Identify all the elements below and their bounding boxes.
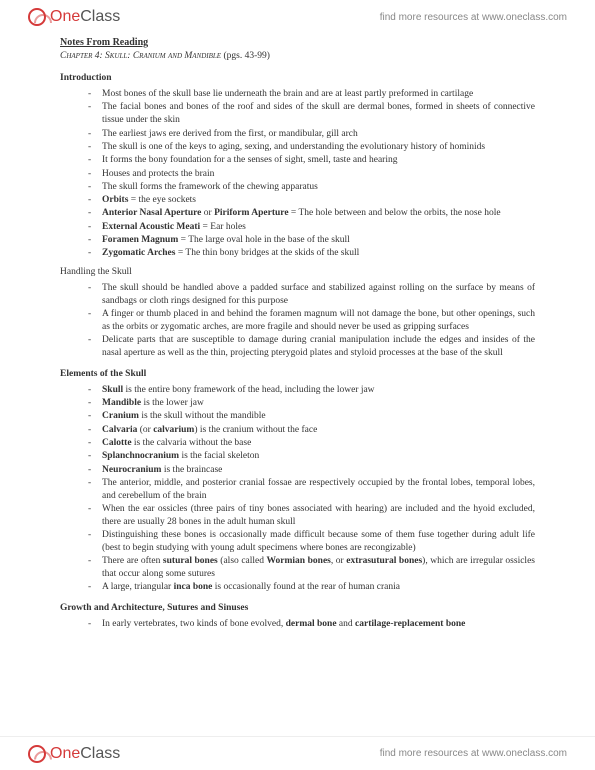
chapter-line: Chapter 4: Skull: Cranium and Mandible (… [60, 50, 535, 63]
list-item: It forms the bony foundation for a the s… [88, 154, 535, 167]
list-item: Calvaria (or calvarium) is the cranium w… [88, 424, 535, 437]
list-item: Neurocranium is the braincase [88, 464, 535, 477]
list-item: Distinguishing these bones is occasional… [88, 529, 535, 555]
logo-icon [28, 8, 46, 26]
list-item: Mandible is the lower jaw [88, 397, 535, 410]
list-item: There are often sutural bones (also call… [88, 555, 535, 581]
list-item: A finger or thumb placed in and behind t… [88, 308, 535, 334]
logo-part1: One [50, 745, 80, 762]
chapter-pages: (pgs. 43-99) [223, 51, 269, 61]
list-item: The anterior, middle, and posterior cran… [88, 477, 535, 503]
list-item: The skull is one of the keys to aging, s… [88, 141, 535, 154]
brand-logo[interactable]: OneClass [28, 8, 120, 26]
list-item: In early vertebrates, two kinds of bone … [88, 618, 535, 631]
page-header: OneClass find more resources at www.onec… [0, 0, 595, 34]
logo-part2: Class [80, 745, 120, 762]
list-item: Anterior Nasal Aperture or Piriform Aper… [88, 207, 535, 220]
section-heading-growth: Growth and Architecture, Sutures and Sin… [60, 602, 535, 615]
page-footer: OneClass find more resources at www.onec… [0, 736, 595, 770]
growth-list: In early vertebrates, two kinds of bone … [60, 618, 535, 631]
section-heading-handling: Handling the Skull [60, 266, 535, 279]
chapter-label: Chapter 4: Skull: Cranium and Mandible [60, 51, 221, 61]
logo-text: OneClass [50, 745, 120, 763]
list-item: A large, triangular inca bone is occasio… [88, 581, 535, 594]
list-item: Delicate parts that are susceptible to d… [88, 334, 535, 360]
list-item: The skull should be handled above a padd… [88, 282, 535, 308]
list-item: The earliest jaws ere derived from the f… [88, 128, 535, 141]
brand-logo-footer[interactable]: OneClass [28, 745, 120, 763]
list-item: Orbits = the eye sockets [88, 194, 535, 207]
intro-list: Most bones of the skull base lie underne… [60, 88, 535, 260]
handling-list: The skull should be handled above a padd… [60, 282, 535, 360]
logo-text: OneClass [50, 8, 120, 26]
list-item: When the ear ossicles (three pairs of ti… [88, 503, 535, 529]
list-item: Skull is the entire bony framework of th… [88, 384, 535, 397]
list-item: Cranium is the skull without the mandibl… [88, 410, 535, 423]
list-item: Houses and protects the brain [88, 168, 535, 181]
list-item: The skull forms the framework of the che… [88, 181, 535, 194]
resources-link-footer[interactable]: find more resources at www.oneclass.com [380, 748, 567, 759]
list-item: External Acoustic Meati = Ear holes [88, 221, 535, 234]
resources-link[interactable]: find more resources at www.oneclass.com [380, 12, 567, 23]
list-item: Zygomatic Arches = The thin bony bridges… [88, 247, 535, 260]
list-item: Calotte is the calvaria without the base [88, 437, 535, 450]
section-heading-elements: Elements of the Skull [60, 368, 535, 381]
list-item: Most bones of the skull base lie underne… [88, 88, 535, 101]
section-heading-introduction: Introduction [60, 72, 535, 85]
logo-part2: Class [80, 8, 120, 25]
list-item: Foramen Magnum = The large oval hole in … [88, 234, 535, 247]
logo-icon [28, 745, 46, 763]
elements-list: Skull is the entire bony framework of th… [60, 384, 535, 595]
document-body: Notes From Reading Chapter 4: Skull: Cra… [0, 34, 595, 641]
list-item: Splanchnocranium is the facial skeleton [88, 450, 535, 463]
notes-title: Notes From Reading [60, 36, 535, 50]
list-item: The facial bones and bones of the roof a… [88, 101, 535, 127]
logo-part1: One [50, 8, 80, 25]
